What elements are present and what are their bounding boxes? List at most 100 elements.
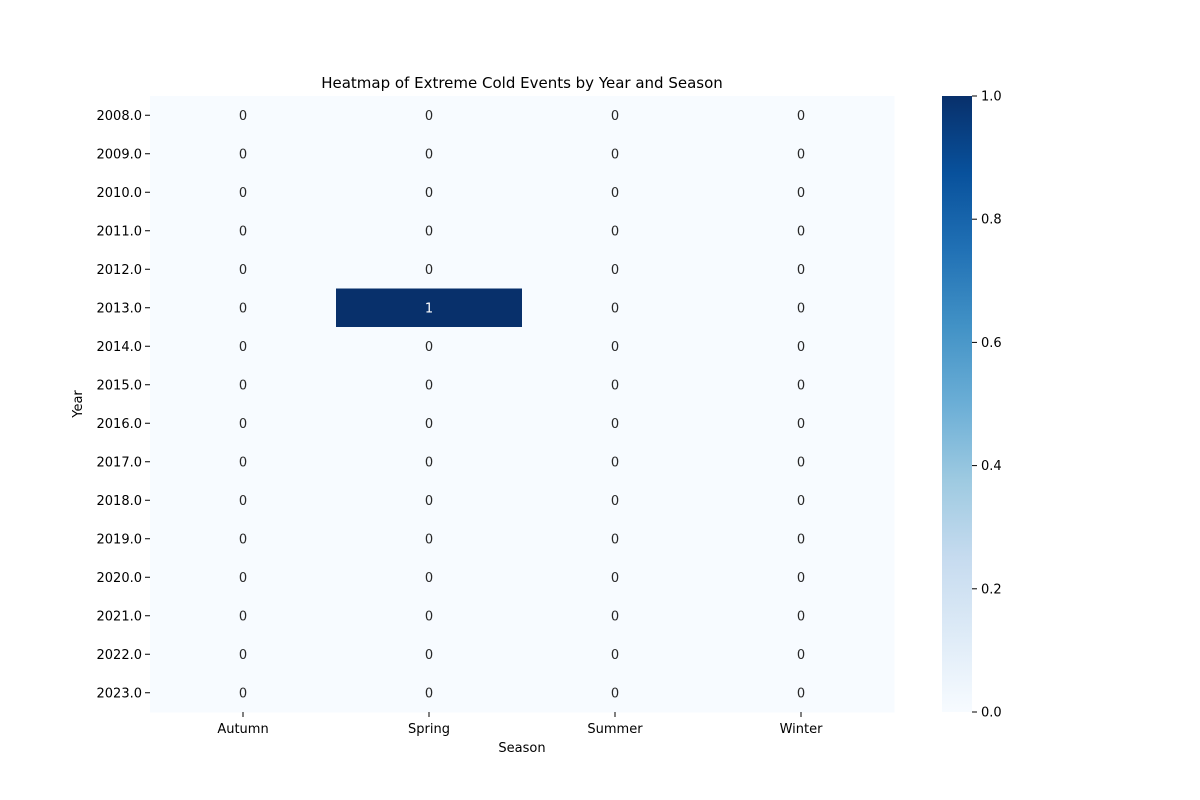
y-axis: 2008.0 2009.0 2010.0 2011.0 2012.0 2013.0 2014…: [97, 109, 150, 701]
colorbar-gradient: [942, 96, 972, 712]
y-tick-label: 2019.0: [97, 532, 143, 547]
y-tick-label: 2018.0: [97, 494, 143, 509]
cell-value-label: 0: [611, 571, 619, 586]
cell-value-label: 0: [425, 378, 433, 393]
heatmap-cell: [708, 673, 895, 713]
cell-value-label: 0: [425, 263, 433, 278]
heatmap-cell: [150, 635, 337, 674]
y-tick-label: 2011.0: [97, 224, 143, 239]
heatmap-cell: [708, 365, 895, 405]
colorbar-tick-label: 1.0: [981, 90, 1002, 105]
y-tick-label: 2009.0: [97, 147, 143, 162]
colorbar-tick-label: 0.8: [981, 213, 1002, 228]
heatmap-cell: [708, 519, 895, 559]
cell-value-label: 1: [425, 301, 433, 316]
heatmap-cell: [522, 288, 709, 328]
cell-value-label: 0: [239, 417, 247, 432]
heatmap-cell: [336, 96, 523, 135]
x-tick-label: Summer: [587, 722, 643, 737]
y-tick-label: 2010.0: [97, 186, 143, 201]
heatmap-cell: [708, 404, 895, 443]
heatmap-cell: [522, 596, 709, 636]
heatmap-cell: [336, 519, 523, 559]
cell-value-label: 0: [425, 340, 433, 355]
heatmap-cell: [708, 635, 895, 674]
cell-value-label: 0: [797, 147, 805, 162]
cell-value-label: 0: [239, 263, 247, 278]
y-tick-label: 2022.0: [97, 648, 143, 663]
cell-value-label: 0: [239, 609, 247, 624]
x-tick-label: Autumn: [217, 722, 268, 737]
heatmap-cell: [522, 96, 709, 135]
cell-value-label: 0: [239, 532, 247, 547]
heatmap-cell: [336, 404, 523, 443]
heatmap-cell: [150, 673, 337, 713]
cell-value-label: 0: [239, 648, 247, 663]
cell-value-label: 0: [797, 455, 805, 470]
colorbar: 0.0 0.2 0.4 0.6 0.8 1.0: [942, 90, 1002, 721]
heatmap-cell: [708, 442, 895, 482]
y-tick-label: 2021.0: [97, 609, 143, 624]
colorbar-tick-label: 0.2: [981, 582, 1002, 597]
heatmap-cell: [150, 250, 337, 289]
heatmap-cell: [336, 481, 523, 520]
heatmap-cell: [150, 596, 337, 636]
heatmap-cell: [522, 365, 709, 405]
heatmap-cell: [522, 442, 709, 482]
cell-value-label: 0: [239, 494, 247, 509]
cell-value-label: 0: [611, 686, 619, 701]
cell-value-label: 0: [239, 686, 247, 701]
cell-value-label: 0: [611, 417, 619, 432]
cell-value-label: 0: [425, 571, 433, 586]
heatmap-cell: [150, 558, 337, 597]
cell-value-label: 0: [425, 147, 433, 162]
heatmap-cell: [150, 481, 337, 520]
cell-value-label: 0: [611, 263, 619, 278]
y-tick-label: 2015.0: [97, 378, 143, 393]
cell-value-label: 0: [611, 494, 619, 509]
heatmap-cell: [336, 288, 523, 328]
y-tick-label: 2013.0: [97, 301, 143, 316]
x-tick-label: Winter: [780, 722, 824, 737]
cell-value-label: 0: [797, 224, 805, 239]
cell-value-label: 0: [425, 417, 433, 432]
chart-title: Heatmap of Extreme Cold Events by Year a…: [321, 74, 723, 92]
heatmap-cell: [150, 134, 337, 174]
heatmap-cell: [336, 365, 523, 405]
cell-value-label: 0: [797, 686, 805, 701]
heatmap-cells: [150, 96, 895, 713]
cell-value-label: 0: [425, 455, 433, 470]
heatmap-cell: [150, 327, 337, 366]
cell-value-label: 0: [797, 378, 805, 393]
cell-value-label: 0: [425, 648, 433, 663]
cell-value-label: 0: [239, 340, 247, 355]
cell-value-label: 0: [797, 186, 805, 201]
cell-value-label: 0: [797, 263, 805, 278]
heatmap-cell: [522, 327, 709, 366]
heatmap-cell: [336, 558, 523, 597]
colorbar-tick-label: 0.0: [981, 706, 1002, 721]
heatmap-cell: [522, 134, 709, 174]
x-axis: Autumn Spring Summer Winter: [217, 712, 823, 737]
cell-value-label: 0: [611, 455, 619, 470]
heatmap-cell: [150, 519, 337, 559]
heatmap-cell-labels: 0 0 0 0 0 0 0 0 0 0 0 0 0 0 0 0 0 0 0 0 0 1 0 0 0 0 0 0 0 0 0 0 0 0 0 0 0 0 0 0…: [239, 109, 805, 702]
heatmap-cell: [522, 404, 709, 443]
heatmap-cell: [708, 134, 895, 174]
cell-value-label: 0: [425, 186, 433, 201]
heatmap-cell: [336, 596, 523, 636]
heatmap-cell: [708, 173, 895, 212]
cell-value-label: 0: [611, 109, 619, 124]
cell-value-label: 0: [611, 186, 619, 201]
heatmap-cell: [150, 211, 337, 251]
heatmap-cell: [708, 250, 895, 289]
cell-value-label: 0: [797, 417, 805, 432]
heatmap-cell: [336, 673, 523, 713]
cell-value-label: 0: [239, 109, 247, 124]
heatmap-cell: [336, 211, 523, 251]
x-tick-label: Spring: [408, 722, 450, 737]
heatmap-cell: [708, 558, 895, 597]
cell-value-label: 0: [611, 224, 619, 239]
cell-value-label: 0: [797, 340, 805, 355]
colorbar-tick-label: 0.6: [981, 336, 1002, 351]
